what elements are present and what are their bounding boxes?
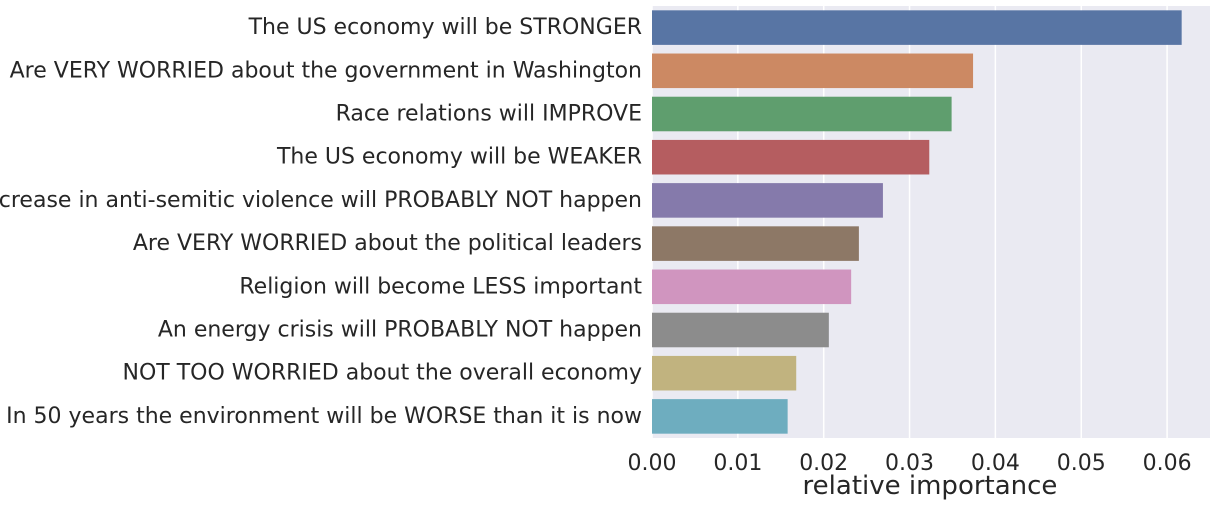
category-label: Religion will become LESS important: [239, 274, 642, 299]
x-tick-labels: 0.00 0.01 0.02 0.03 0.04 0.05 0.06: [628, 451, 1192, 476]
bar: [652, 53, 974, 89]
bars: [652, 10, 1182, 434]
x-tick-label: 0.03: [885, 451, 934, 476]
category-label: An increase in anti-semitic violence wil…: [0, 188, 642, 213]
x-tick-label: 0.04: [971, 451, 1020, 476]
x-tick-label: 0.06: [1143, 451, 1192, 476]
category-label: Are VERY WORRIED about the government in…: [10, 58, 642, 83]
bar: [652, 139, 930, 175]
category-label: Race relations will IMPROVE: [336, 102, 642, 127]
category-label: The US economy will be WEAKER: [276, 145, 642, 170]
category-labels: The US economy will be STRONGER Are VERY …: [0, 15, 642, 429]
x-axis-title: relative importance: [803, 471, 1058, 501]
category-label: The US economy will be STRONGER: [248, 15, 642, 40]
x-tick-label: 0.01: [713, 451, 762, 476]
category-label: Are VERY WORRIED about the political lea…: [133, 231, 642, 256]
bar: [652, 355, 797, 391]
bar: [652, 399, 788, 434]
category-label: NOT TOO WORRIED about the overall econom…: [122, 361, 642, 386]
bar: [652, 10, 1182, 45]
bar: [652, 312, 829, 348]
bar: [652, 269, 852, 305]
x-tick-label: 0.05: [1057, 451, 1106, 476]
bar: [652, 226, 859, 261]
bar: [652, 183, 883, 218]
bar: [652, 96, 952, 132]
x-tick-label: 0.00: [628, 451, 677, 476]
category-label: An energy crisis will PROBABLY NOT happe…: [158, 318, 642, 343]
category-label: In 50 years the environment will be WORS…: [6, 404, 642, 429]
x-tick-label: 0.02: [799, 451, 848, 476]
